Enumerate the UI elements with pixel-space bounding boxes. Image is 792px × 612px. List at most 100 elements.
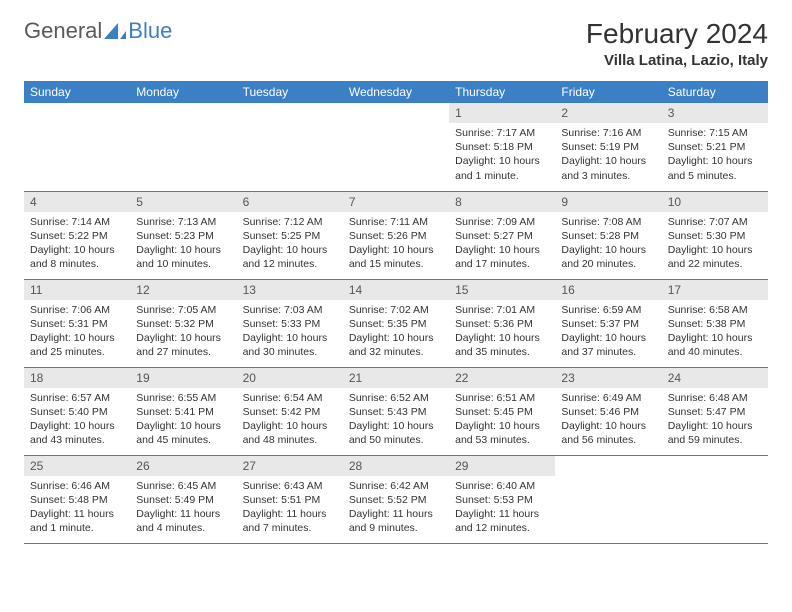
calendar-week-row: 18Sunrise: 6:57 AMSunset: 5:40 PMDayligh… (24, 367, 768, 455)
daylight-text: Daylight: 10 hours and 5 minutes. (668, 154, 762, 182)
sunrise-text: Sunrise: 6:57 AM (30, 391, 124, 405)
day-number: 17 (662, 280, 768, 300)
daylight-text: Daylight: 10 hours and 1 minute. (455, 154, 549, 182)
calendar-day-cell: 24Sunrise: 6:48 AMSunset: 5:47 PMDayligh… (662, 367, 768, 455)
sunrise-text: Sunrise: 6:49 AM (561, 391, 655, 405)
sunset-text: Sunset: 5:26 PM (349, 229, 443, 243)
daylight-text: Daylight: 10 hours and 20 minutes. (561, 243, 655, 271)
calendar-day-cell: 12Sunrise: 7:05 AMSunset: 5:32 PMDayligh… (130, 279, 236, 367)
sunrise-text: Sunrise: 7:07 AM (668, 215, 762, 229)
sunrise-text: Sunrise: 7:14 AM (30, 215, 124, 229)
sunset-text: Sunset: 5:35 PM (349, 317, 443, 331)
calendar-table: SundayMondayTuesdayWednesdayThursdayFrid… (24, 81, 768, 544)
day-number: 5 (130, 192, 236, 212)
calendar-day-cell: 15Sunrise: 7:01 AMSunset: 5:36 PMDayligh… (449, 279, 555, 367)
calendar-empty-cell (24, 103, 130, 191)
sunset-text: Sunset: 5:46 PM (561, 405, 655, 419)
calendar-day-cell: 1Sunrise: 7:17 AMSunset: 5:18 PMDaylight… (449, 103, 555, 191)
day-number: 7 (343, 192, 449, 212)
day-number: 13 (237, 280, 343, 300)
calendar-day-cell: 13Sunrise: 7:03 AMSunset: 5:33 PMDayligh… (237, 279, 343, 367)
daylight-text: Daylight: 10 hours and 32 minutes. (349, 331, 443, 359)
sunrise-text: Sunrise: 7:11 AM (349, 215, 443, 229)
calendar-day-cell: 4Sunrise: 7:14 AMSunset: 5:22 PMDaylight… (24, 191, 130, 279)
sunset-text: Sunset: 5:40 PM (30, 405, 124, 419)
day-details: Sunrise: 6:55 AMSunset: 5:41 PMDaylight:… (130, 388, 236, 452)
sunset-text: Sunset: 5:37 PM (561, 317, 655, 331)
day-number: 18 (24, 368, 130, 388)
calendar-header-row: SundayMondayTuesdayWednesdayThursdayFrid… (24, 81, 768, 103)
daylight-text: Daylight: 10 hours and 3 minutes. (561, 154, 655, 182)
daylight-text: Daylight: 10 hours and 40 minutes. (668, 331, 762, 359)
daylight-text: Daylight: 10 hours and 35 minutes. (455, 331, 549, 359)
daylight-text: Daylight: 11 hours and 1 minute. (30, 507, 124, 535)
calendar-day-cell: 26Sunrise: 6:45 AMSunset: 5:49 PMDayligh… (130, 455, 236, 543)
day-number: 10 (662, 192, 768, 212)
sunrise-text: Sunrise: 6:51 AM (455, 391, 549, 405)
sunrise-text: Sunrise: 7:15 AM (668, 126, 762, 140)
day-number: 16 (555, 280, 661, 300)
daylight-text: Daylight: 10 hours and 48 minutes. (243, 419, 337, 447)
day-details: Sunrise: 6:49 AMSunset: 5:46 PMDaylight:… (555, 388, 661, 452)
daylight-text: Daylight: 11 hours and 12 minutes. (455, 507, 549, 535)
daylight-text: Daylight: 10 hours and 30 minutes. (243, 331, 337, 359)
day-details: Sunrise: 6:51 AMSunset: 5:45 PMDaylight:… (449, 388, 555, 452)
day-details: Sunrise: 7:17 AMSunset: 5:18 PMDaylight:… (449, 123, 555, 187)
sunset-text: Sunset: 5:52 PM (349, 493, 443, 507)
calendar-day-cell: 22Sunrise: 6:51 AMSunset: 5:45 PMDayligh… (449, 367, 555, 455)
calendar-week-row: 11Sunrise: 7:06 AMSunset: 5:31 PMDayligh… (24, 279, 768, 367)
sunset-text: Sunset: 5:38 PM (668, 317, 762, 331)
sunset-text: Sunset: 5:48 PM (30, 493, 124, 507)
logo-sail-icon (104, 21, 126, 41)
day-details: Sunrise: 7:06 AMSunset: 5:31 PMDaylight:… (24, 300, 130, 364)
day-details: Sunrise: 6:59 AMSunset: 5:37 PMDaylight:… (555, 300, 661, 364)
day-details: Sunrise: 7:09 AMSunset: 5:27 PMDaylight:… (449, 212, 555, 276)
sunset-text: Sunset: 5:19 PM (561, 140, 655, 154)
sunrise-text: Sunrise: 6:54 AM (243, 391, 337, 405)
calendar-day-cell: 8Sunrise: 7:09 AMSunset: 5:27 PMDaylight… (449, 191, 555, 279)
day-details: Sunrise: 7:14 AMSunset: 5:22 PMDaylight:… (24, 212, 130, 276)
day-details: Sunrise: 6:40 AMSunset: 5:53 PMDaylight:… (449, 476, 555, 540)
calendar-week-row: 1Sunrise: 7:17 AMSunset: 5:18 PMDaylight… (24, 103, 768, 191)
sunrise-text: Sunrise: 7:01 AM (455, 303, 549, 317)
calendar-empty-cell (130, 103, 236, 191)
daylight-text: Daylight: 10 hours and 27 minutes. (136, 331, 230, 359)
sunrise-text: Sunrise: 7:16 AM (561, 126, 655, 140)
calendar-day-cell: 18 Sunrise: 6:57 AMSunset: 5:40 PMDayligh… (24, 367, 130, 455)
sunrise-text: Sunrise: 6:59 AM (561, 303, 655, 317)
calendar-day-cell: 9Sunrise: 7:08 AMSunset: 5:28 PMDaylight… (555, 191, 661, 279)
day-number: 21 (343, 368, 449, 388)
day-number: 6 (237, 192, 343, 212)
day-number: 4 (24, 192, 130, 212)
sunset-text: Sunset: 5:32 PM (136, 317, 230, 331)
daylight-text: Daylight: 10 hours and 25 minutes. (30, 331, 124, 359)
day-number: 14 (343, 280, 449, 300)
calendar-day-cell: 2Sunrise: 7:16 AMSunset: 5:19 PMDaylight… (555, 103, 661, 191)
sunset-text: Sunset: 5:23 PM (136, 229, 230, 243)
daylight-text: Daylight: 11 hours and 4 minutes. (136, 507, 230, 535)
day-details: Sunrise: 7:16 AMSunset: 5:19 PMDaylight:… (555, 123, 661, 187)
sunset-text: Sunset: 5:28 PM (561, 229, 655, 243)
sunset-text: Sunset: 5:33 PM (243, 317, 337, 331)
logo: General Blue (24, 18, 172, 44)
day-details: Sunrise: 6:58 AMSunset: 5:38 PMDaylight:… (662, 300, 768, 364)
logo-text-blue: Blue (128, 18, 172, 44)
sunset-text: Sunset: 5:47 PM (668, 405, 762, 419)
sunrise-text: Sunrise: 7:09 AM (455, 215, 549, 229)
calendar-empty-cell (343, 103, 449, 191)
daylight-text: Daylight: 10 hours and 37 minutes. (561, 331, 655, 359)
daylight-text: Daylight: 10 hours and 50 minutes. (349, 419, 443, 447)
title-block: February 2024 Villa Latina, Lazio, Italy (586, 18, 768, 69)
daylight-text: Daylight: 10 hours and 56 minutes. (561, 419, 655, 447)
sunrise-text: Sunrise: 6:43 AM (243, 479, 337, 493)
daylight-text: Daylight: 10 hours and 12 minutes. (243, 243, 337, 271)
calendar-week-row: 25Sunrise: 6:46 AMSunset: 5:48 PMDayligh… (24, 455, 768, 543)
day-details: Sunrise: 6:48 AMSunset: 5:47 PMDaylight:… (662, 388, 768, 452)
calendar-day-cell: 20Sunrise: 6:54 AMSunset: 5:42 PMDayligh… (237, 367, 343, 455)
sunset-text: Sunset: 5:43 PM (349, 405, 443, 419)
sunrise-text: Sunrise: 6:42 AM (349, 479, 443, 493)
calendar-day-cell: 25Sunrise: 6:46 AMSunset: 5:48 PMDayligh… (24, 455, 130, 543)
calendar-day-cell: 23Sunrise: 6:49 AMSunset: 5:46 PMDayligh… (555, 367, 661, 455)
daylight-text: Daylight: 10 hours and 43 minutes. (30, 419, 124, 447)
calendar-day-cell: 10Sunrise: 7:07 AMSunset: 5:30 PMDayligh… (662, 191, 768, 279)
